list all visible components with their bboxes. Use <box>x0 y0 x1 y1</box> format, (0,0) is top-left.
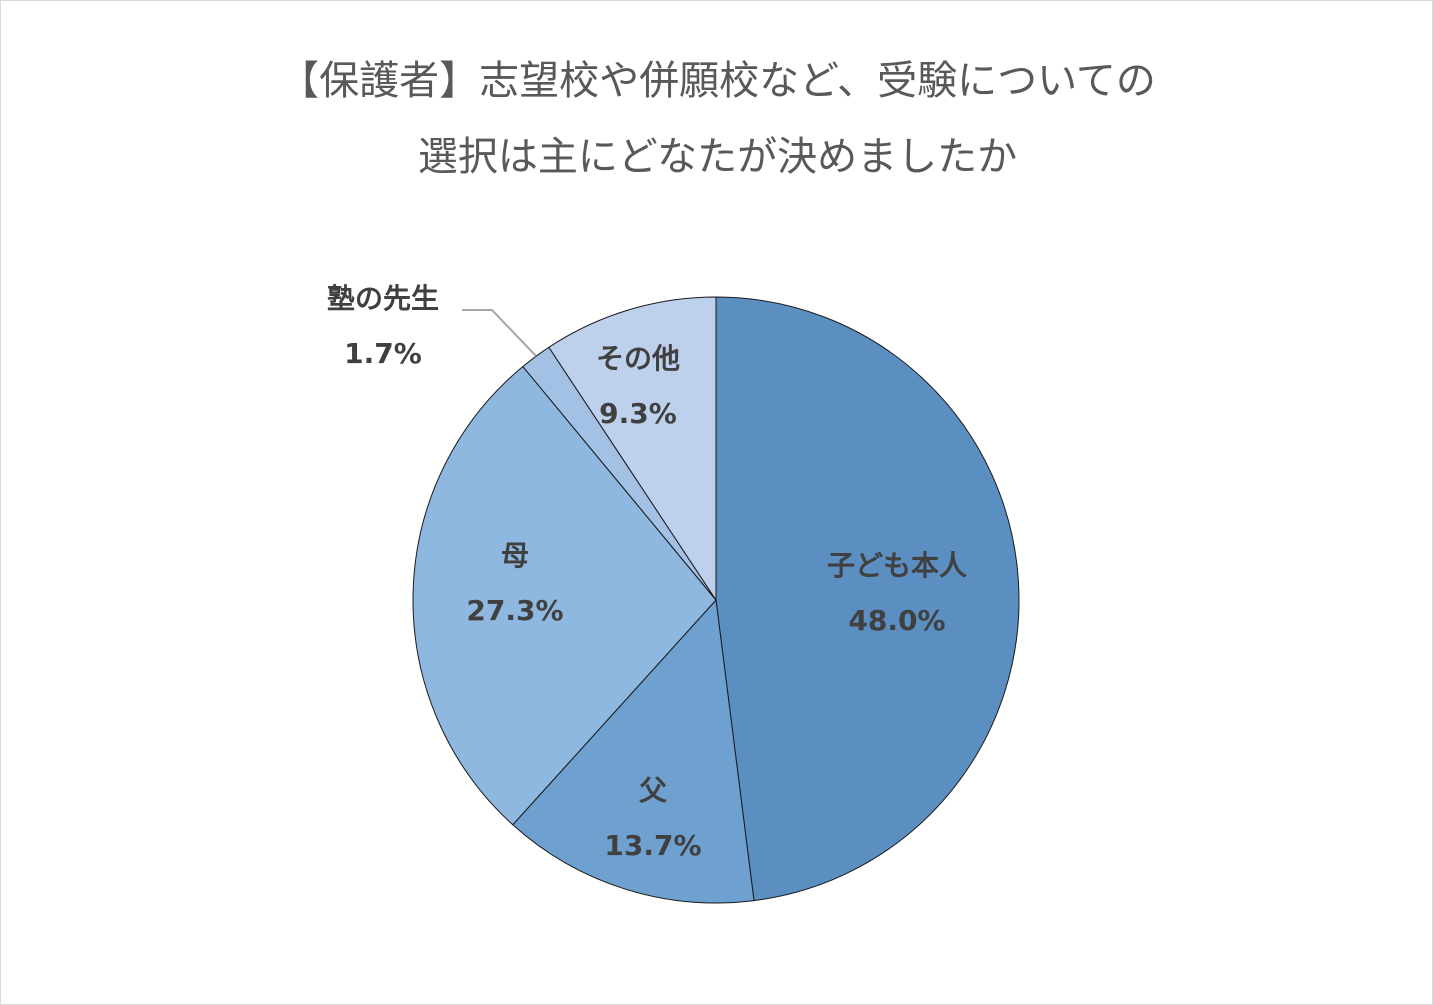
slice-value-5: 9.3% <box>599 397 677 430</box>
chart-title-line-1: 【保護者】志望校や併願校など、受験についての <box>279 58 1156 104</box>
slice-label-3: 母 <box>501 539 529 572</box>
slice-label-5: その他 <box>596 342 680 375</box>
slice-value-3: 27.3% <box>466 594 563 627</box>
pie-slice-1 <box>715 296 1020 902</box>
chart-title: 【保護者】志望校や併願校など、受験についての 選択は主にどなたが決めましたか <box>1 43 1433 195</box>
slice-value-4: 1.7% <box>344 337 422 370</box>
slice-label-1: 子ども本人 <box>827 549 967 582</box>
leader-line-4 <box>462 309 537 357</box>
pie-slice-3 <box>412 365 717 826</box>
slice-label-2: 父 <box>639 774 668 807</box>
pie-slice-2 <box>512 598 755 904</box>
slice-label-4: 塾の先生 <box>327 282 439 315</box>
pie-slice-5 <box>548 296 717 602</box>
slice-value-2: 13.7% <box>604 829 701 862</box>
chart-title-line-2: 選択は主にどなたが決めましたか <box>417 134 1018 180</box>
slice-value-1: 48.0% <box>848 604 945 637</box>
